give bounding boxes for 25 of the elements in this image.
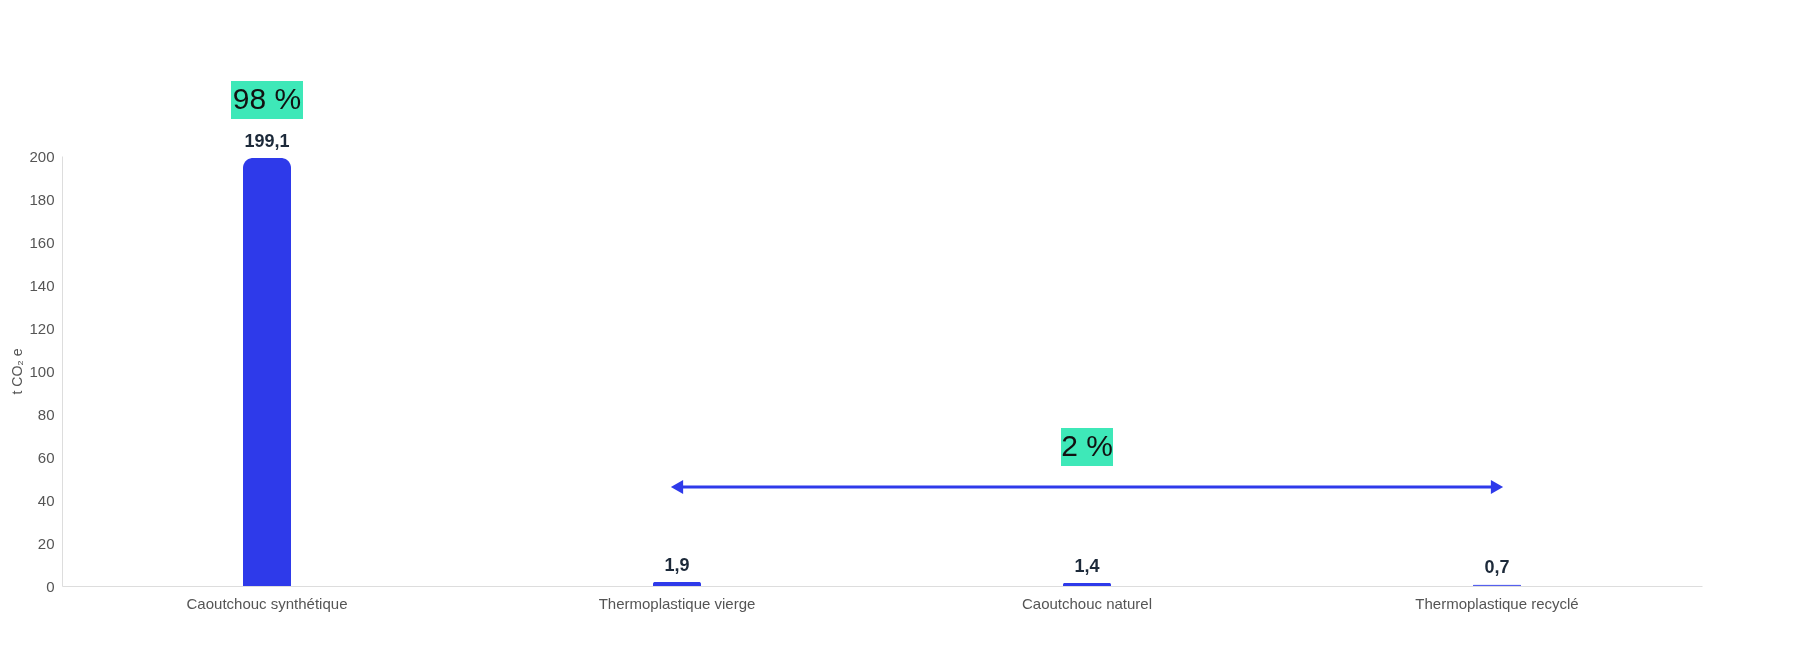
y-tick-label: 120: [29, 319, 55, 337]
bar: [1063, 582, 1111, 586]
annotation: 2 %: [1061, 429, 1113, 462]
y-tick-label: 140: [29, 276, 55, 294]
y-tick-label: 40: [37, 491, 55, 509]
y-tick-label: 80: [37, 405, 55, 423]
y-axis-title: t CO₂ e: [9, 348, 26, 395]
data-label: 1,4: [1074, 555, 1100, 576]
x-tick-label: Caoutchouc naturel: [1021, 594, 1153, 612]
y-tick-label: 0: [46, 577, 55, 595]
bar: [653, 581, 701, 586]
data-label: 199,1: [244, 130, 290, 151]
y-tick-label: 180: [29, 190, 55, 208]
y-tick-label: 60: [37, 448, 55, 466]
text: 98 %: [232, 81, 302, 115]
x-tick-label: Thermoplastique vierge: [598, 594, 756, 612]
y-tick-label: 200: [29, 147, 55, 165]
y-tick-label: 100: [29, 362, 55, 380]
data-label: 0,7: [1484, 557, 1510, 578]
data-label: 1,9: [664, 554, 690, 575]
x-tick-label: Caoutchouc synthétique: [186, 594, 348, 612]
y-tick-label: 20: [37, 534, 55, 552]
x-tick-label: Thermoplastique recyclé: [1415, 594, 1579, 612]
bar: [243, 157, 291, 586]
y-tick-label: 160: [29, 233, 55, 251]
